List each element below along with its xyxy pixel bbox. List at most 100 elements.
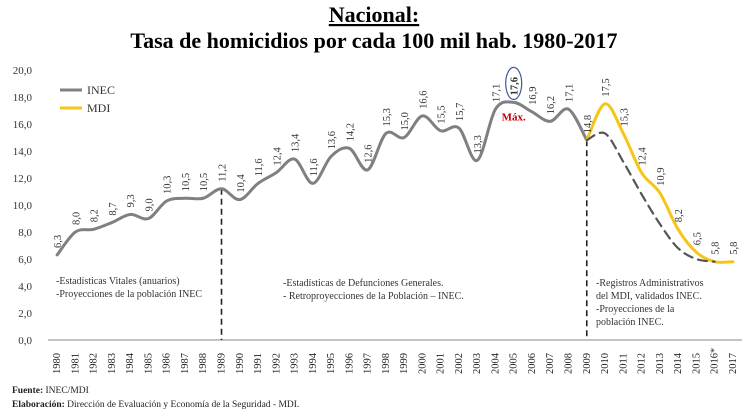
x-tick-label: 2002 — [454, 353, 465, 374]
inec-data-label: 13,3 — [473, 135, 484, 153]
inec-data-label: 11,2 — [218, 164, 229, 182]
legend-inec-label: INEC — [87, 83, 115, 97]
mdi-data-label: 8,2 — [674, 209, 685, 222]
x-tick-label: 1981 — [70, 353, 81, 374]
inec-data-label: 12,6 — [364, 145, 375, 163]
x-tick-label: 2000 — [417, 353, 428, 374]
inec-data-label: 8,0 — [71, 212, 82, 225]
credit-line: Elaboración: Dirección de Evaluación y E… — [12, 400, 299, 410]
annotation-block: -Estadísticas Vitales (anuarios) -Proyecc… — [56, 276, 202, 300]
inec-data-label: 10,5 — [181, 173, 192, 191]
legend: INEC MDI — [60, 83, 115, 115]
x-tick-label: 1989 — [217, 353, 228, 374]
y-tick-label: 6,0 — [18, 254, 32, 266]
source-line: Fuente: INEC/MDI — [12, 386, 89, 396]
x-tick-label: 2007 — [545, 353, 556, 374]
inec-data-label: 14,2 — [345, 123, 356, 141]
x-tick-label: 1993 — [290, 353, 301, 374]
x-tick-label: 2014 — [673, 352, 684, 374]
y-tick-label: 14,0 — [13, 146, 33, 158]
annotation-line: -Estadísticas de Defunciones Generales. — [283, 278, 444, 289]
series-lines — [55, 100, 735, 264]
x-tick-label: 2004 — [490, 352, 501, 374]
max-highlight-circle — [505, 66, 523, 101]
y-axis: 0,0 2,0 4,0 6,0 8,0 10,0 12,0 14,0 16,0 18,0 20,0 — [13, 65, 33, 347]
inec-data-label: 12,4 — [272, 146, 283, 165]
mdi-series-line — [585, 102, 735, 264]
mdi-data-label: 12,4 — [638, 146, 649, 165]
x-tick-label: 1980 — [52, 353, 63, 374]
x-tick-label: 2016* — [710, 348, 721, 374]
x-tick-label: 2015 — [691, 353, 702, 374]
x-tick-label: 1998 — [381, 353, 392, 374]
y-tick-label: 20,0 — [13, 65, 33, 77]
x-tick-label: 1997 — [363, 353, 374, 374]
chart-title: Nacional: — [329, 2, 419, 27]
inec-data-label: 8,7 — [108, 202, 119, 215]
x-tick-label: 1992 — [271, 353, 282, 374]
x-tick-label: 1983 — [107, 353, 118, 374]
inec-data-label: 6,3 — [53, 235, 64, 248]
x-tick-label: 1985 — [143, 353, 154, 374]
inec-data-label: 9,0 — [144, 198, 155, 211]
mdi-data-label: 15,3 — [619, 108, 630, 126]
x-tick-label: 2003 — [472, 353, 483, 374]
x-axis: 1980 1981 1982 1983 1984 1985 1986 1987 1988 1989… — [48, 339, 742, 374]
inec-data-label: 11,6 — [254, 158, 265, 176]
y-tick-label: 18,0 — [13, 92, 33, 104]
inec-data-label: 9,3 — [126, 194, 137, 207]
x-tick-label: 2012 — [637, 353, 648, 374]
annotation-block: -Registros Administrativos del MDI, valid… — [596, 278, 704, 328]
x-tick-label: 2017 — [728, 353, 739, 374]
y-tick-label: 16,0 — [13, 119, 33, 131]
inec-data-label: 14,8 — [583, 115, 594, 133]
x-tick-label: 1987 — [180, 353, 191, 374]
annotation-line: -Estadísticas Vitales (anuarios) — [56, 276, 180, 287]
annotation-line: -Proyecciones de la — [596, 304, 675, 315]
inec-data-label: 13,4 — [291, 133, 302, 152]
annotation-block: -Estadísticas de Defunciones Generales. -… — [283, 278, 464, 302]
annotation-line: -Proyecciones de la población INEC — [56, 289, 202, 300]
annotation-line: - Retroproyecciones de la Población – IN… — [283, 291, 464, 302]
mdi-data-label: 6,5 — [692, 232, 703, 245]
x-tick-label: 1991 — [253, 353, 264, 374]
y-tick-label: 4,0 — [18, 281, 32, 293]
x-tick-label: 1988 — [198, 353, 209, 374]
inec-data-label: 16,9 — [528, 86, 539, 104]
inec-data-label: 13,6 — [327, 131, 338, 149]
inec-data-label: 11,6 — [309, 158, 320, 176]
period-dividers — [220, 140, 588, 340]
mdi-data-label: 5,8 — [711, 242, 722, 255]
annotation-line: del MDI, validados INEC. — [596, 291, 702, 302]
x-tick-label: 2008 — [564, 353, 575, 374]
source-text: INEC/MDI — [46, 386, 89, 396]
inec-data-label: 16,6 — [418, 91, 429, 109]
inec-data-label: 15,3 — [382, 108, 393, 126]
inec-data-label: 17,1 — [491, 84, 502, 102]
y-tick-label: 0,0 — [18, 335, 32, 347]
inec-data-label: 8,2 — [90, 209, 101, 222]
x-tick-label: 1982 — [89, 353, 100, 374]
footer: Fuente: INEC/MDI Elaboración: Dirección … — [12, 386, 299, 410]
inec-data-label: 16,2 — [546, 96, 557, 114]
source-label: Fuente: — [12, 386, 43, 396]
x-tick-label: 1999 — [399, 353, 410, 374]
x-tick-label: 2001 — [436, 353, 447, 374]
inec-data-label: 10,5 — [199, 173, 210, 191]
mdi-data-label: 10,9 — [656, 167, 667, 185]
x-tick-label: 2009 — [582, 353, 593, 374]
y-tick-label: 2,0 — [18, 308, 32, 320]
x-tick-label: 1996 — [344, 353, 355, 374]
x-tick-label: 1984 — [125, 352, 136, 374]
inec-data-label: 10,3 — [163, 176, 174, 194]
mdi-data-label: 5,8 — [729, 242, 740, 255]
credit-label: Elaboración: — [12, 400, 65, 410]
x-tick-label: 1986 — [162, 353, 173, 374]
annotation-line: población INEC. — [596, 317, 664, 328]
projection-dashed-line — [585, 131, 716, 263]
x-tick-label: 2013 — [655, 353, 666, 374]
credit-text: Dirección de Evaluación y Economía de la… — [67, 400, 299, 410]
legend-mdi-label: MDI — [87, 101, 110, 115]
inec-data-label: 15,5 — [437, 105, 448, 123]
